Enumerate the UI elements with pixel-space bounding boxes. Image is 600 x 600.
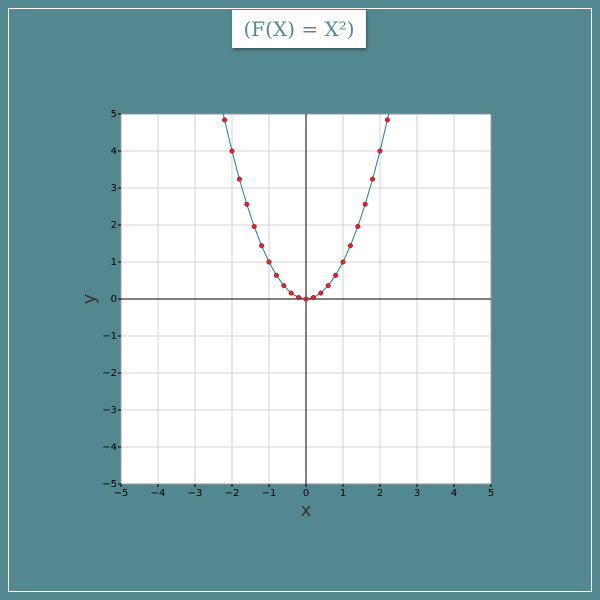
point — [310, 294, 316, 301]
point — [259, 243, 265, 249]
point — [362, 201, 368, 207]
point — [377, 148, 383, 154]
y-tick-label: −1 — [102, 331, 117, 342]
y-tick-label: 3 — [111, 183, 117, 194]
frame — [8, 8, 592, 592]
y-tick-label: 0 — [111, 294, 117, 305]
point — [296, 294, 302, 301]
y-tick-label: 4 — [111, 146, 117, 157]
point — [384, 117, 390, 123]
x-tick-label: −4 — [151, 488, 166, 499]
point — [333, 272, 339, 278]
point — [273, 272, 279, 278]
y-tick-label: 5 — [111, 109, 117, 120]
point — [325, 283, 331, 289]
point — [244, 201, 250, 207]
x-tick-label: 5 — [488, 488, 494, 499]
point — [236, 176, 242, 182]
y-tick-label: −5 — [102, 479, 117, 490]
point — [288, 290, 294, 296]
y-tick-label: −2 — [102, 368, 117, 379]
point — [266, 259, 272, 265]
y-tick-label: −4 — [102, 442, 117, 453]
point — [340, 259, 346, 265]
point — [355, 223, 361, 230]
point — [251, 223, 257, 230]
y-tick-label: 1 — [111, 257, 117, 268]
x-tick-label: 4 — [451, 488, 457, 499]
point — [222, 117, 228, 123]
x-axis-label: x — [301, 500, 312, 521]
x-tick-label: 2 — [377, 488, 383, 499]
x-tick-label: −3 — [188, 488, 203, 499]
point — [229, 148, 235, 154]
point — [303, 296, 309, 302]
y-axis-label: y — [79, 293, 100, 304]
x-tick-label: −5 — [114, 488, 129, 499]
point — [370, 176, 376, 182]
point — [347, 243, 353, 249]
x-tick-label: 3 — [414, 488, 420, 499]
point — [281, 283, 287, 289]
y-tick-label: −3 — [102, 405, 117, 416]
point — [318, 290, 324, 296]
title: (F(X) = X²) — [232, 10, 366, 48]
x-tick-label: 1 — [340, 488, 346, 499]
y-tick-label: 2 — [111, 220, 117, 231]
x-tick-label: 0 — [303, 488, 309, 499]
x-tick-label: −2 — [225, 488, 240, 499]
x-tick-label: −1 — [262, 488, 277, 499]
